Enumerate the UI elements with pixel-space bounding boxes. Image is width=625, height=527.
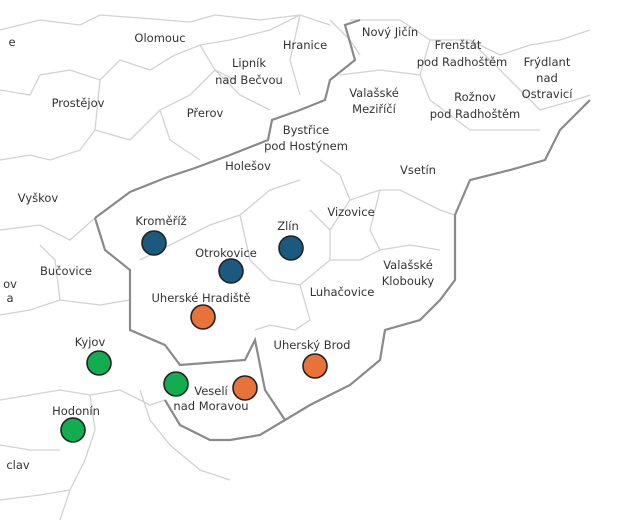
place-label: Uherský Brod [274,338,351,352]
place-label: Meziříčí [352,102,396,116]
place-label: Uherské Hradiště [152,291,251,305]
place-label: Bučovice [40,264,92,278]
place-label: Holešov [225,159,271,173]
place-label: Valašské [383,258,433,272]
place-label: Vsetín [400,163,436,177]
marker [141,230,167,256]
place-label: Klobouky [382,274,435,288]
district-borders [0,14,591,521]
place-label: Valašské [349,86,399,100]
place-label: Vyškov [18,191,59,205]
place-label: Otrokovice [195,246,257,260]
place-label: e [8,35,15,49]
place-label: Frýdlant [524,55,571,69]
place-label: nad [536,71,558,85]
place-label: pod Hostýnem [264,139,348,153]
place-label: Přerov [187,106,224,120]
markers [60,230,328,443]
place-label: Lipník [232,56,266,70]
place-label: ov [3,277,17,291]
place-label: Luhačovice [310,285,375,299]
marker [218,258,244,284]
place-label: Kroměříž [135,214,186,228]
place-label: Vizovice [327,205,374,219]
place-label: nad Moravou [173,399,248,413]
place-label: pod Radhoštěm [430,107,520,121]
place-label: Zlín [277,219,299,233]
place-labels: e Olomouc Hranice Nový Jičín Frenštát po… [3,25,573,472]
marker [60,417,86,443]
place-label: clav [6,458,30,472]
place-label: Nový Jičín [362,25,418,39]
place-label: Ostravicí [522,87,574,101]
marker [232,375,258,401]
place-label: Hranice [283,38,327,52]
marker [86,350,112,376]
place-label: pod Radhoštěm [417,55,507,69]
place-label: Prostějov [52,96,105,110]
place-label: Frenštát [435,38,482,52]
place-label: Rožnov [454,90,496,104]
place-label: Hodonín [52,404,100,418]
place-label: Olomouc [134,31,185,45]
place-label: Bystřice [283,123,330,137]
marker [302,353,328,379]
marker [190,304,216,330]
place-label: Veselí [194,384,228,398]
place-label: Kyjov [75,335,106,349]
marker [278,235,304,261]
marker [163,371,189,397]
place-label: nad Bečvou [215,73,283,87]
place-label: a [6,291,13,305]
